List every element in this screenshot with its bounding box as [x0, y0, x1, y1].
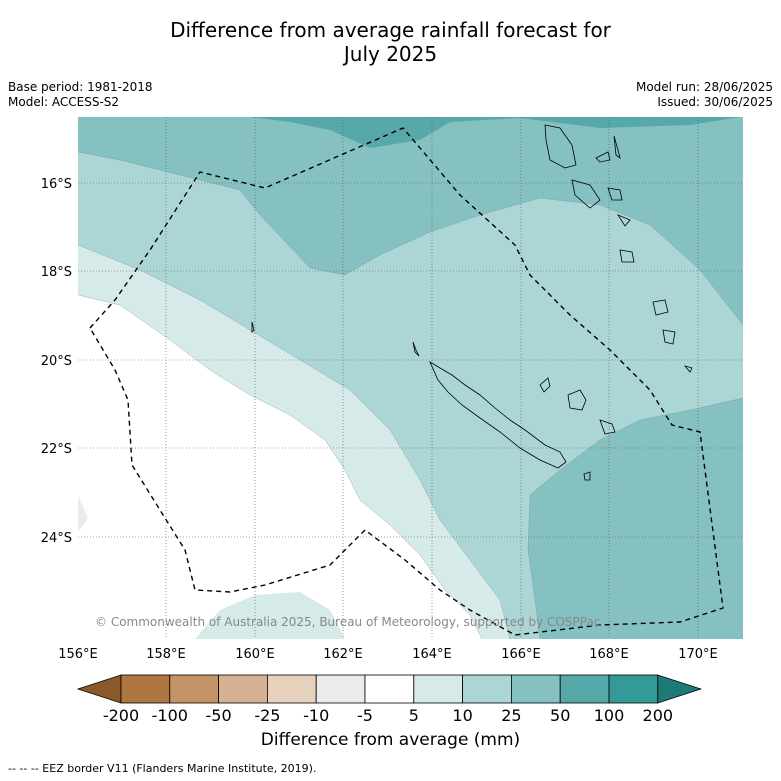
- colorbar-tick-label: 10: [452, 706, 472, 725]
- colorbar-tick-label: 5: [409, 706, 419, 725]
- islands: [251, 124, 693, 481]
- base-period: Base period: 1981-2018: [8, 80, 153, 94]
- shade-25-50-southeast: [528, 398, 743, 639]
- graticule: [78, 117, 743, 639]
- colorbar-tick-label: -100: [152, 706, 188, 725]
- colorbar-tick-label: -5: [357, 706, 373, 725]
- colorbar-tick-label: 50: [550, 706, 570, 725]
- colorbar-tick-label: 200: [643, 706, 674, 725]
- meta-right: Model run: 28/06/2025 Issued: 30/06/2025: [636, 80, 773, 110]
- lon-label: 156°E: [58, 647, 98, 662]
- lon-label: 168°E: [589, 647, 629, 662]
- map-title: Difference from average rainfall forecas…: [0, 18, 781, 66]
- espiritu-santo-island: [544, 124, 577, 169]
- meta-left: Base period: 1981-2018 Model: ACCESS-S2: [8, 80, 153, 110]
- eez-border: [89, 127, 724, 636]
- lat-label: 24°S: [41, 531, 72, 546]
- lon-label: 160°E: [235, 647, 275, 662]
- lat-labels: 16°S 18°S 20°S 22°S 24°S: [41, 177, 72, 546]
- colorbar-segment: [462, 674, 512, 704]
- colorbar-segment: [169, 674, 220, 704]
- colorbar-segment: [315, 674, 366, 704]
- colorbar-segment: [364, 674, 415, 704]
- colorbar-tick-label: -25: [254, 706, 280, 725]
- colorbar-segment: [120, 674, 171, 704]
- map-panel: © Commonwealth of Australia 2025, Bureau…: [78, 117, 743, 639]
- colorbar-tick-label: 25: [501, 706, 521, 725]
- lon-label: 170°E: [678, 647, 718, 662]
- title-line-2: July 2025: [343, 42, 438, 66]
- lon-label: 158°E: [146, 647, 186, 662]
- lat-label: 20°S: [41, 354, 72, 369]
- colorbar: -200 -100 -50 -25 -10 -5 5 10 25 50 100 200: [76, 674, 703, 725]
- shade-neutral: [78, 295, 482, 639]
- lon-labels: 156°E 158°E 160°E 162°E 164°E 166°E 168°…: [58, 647, 718, 662]
- shade-minus5-5-west: [78, 495, 88, 532]
- eez-footer: -- -- -- EEZ border V11 (Flanders Marine…: [8, 762, 317, 775]
- shade-5-10-south: [195, 592, 345, 639]
- model-run: Model run: 28/06/2025: [635, 80, 773, 94]
- colorbar-segment: [218, 674, 268, 704]
- colorbar-segment: [510, 674, 561, 704]
- lat-label: 18°S: [41, 265, 72, 280]
- lat-label: 16°S: [41, 177, 72, 192]
- colorbar-tick-label: -200: [103, 706, 139, 725]
- colorbar-tick-label: 100: [594, 706, 625, 725]
- colorbar-tick-label: -10: [303, 706, 329, 725]
- title-line-1: Difference from average rainfall forecas…: [170, 18, 611, 42]
- colorbar-segment: [559, 674, 610, 704]
- lon-label: 164°E: [412, 647, 452, 662]
- colorbar-segment: [608, 674, 659, 704]
- colorbar-label: Difference from average (mm): [260, 730, 521, 750]
- lat-label: 22°S: [41, 442, 72, 457]
- lon-label: 166°E: [501, 647, 541, 662]
- colorbar-tick-label: -50: [206, 706, 232, 725]
- lon-label: 162°E: [323, 647, 363, 662]
- shade-25-50-north: [78, 117, 743, 325]
- issued-date: Issued: 30/06/2025: [657, 95, 773, 109]
- colorbar-segment: [413, 674, 463, 704]
- model-name: Model: ACCESS-S2: [8, 95, 120, 109]
- colorbar-extend-low: [76, 674, 122, 704]
- new-caledonia-island: [429, 361, 567, 469]
- colorbar-segment: [266, 674, 317, 704]
- colorbar-extend-high: [657, 674, 703, 704]
- copyright-text: © Commonwealth of Australia 2025, Bureau…: [95, 615, 600, 629]
- shade-50-100-north: [250, 117, 740, 148]
